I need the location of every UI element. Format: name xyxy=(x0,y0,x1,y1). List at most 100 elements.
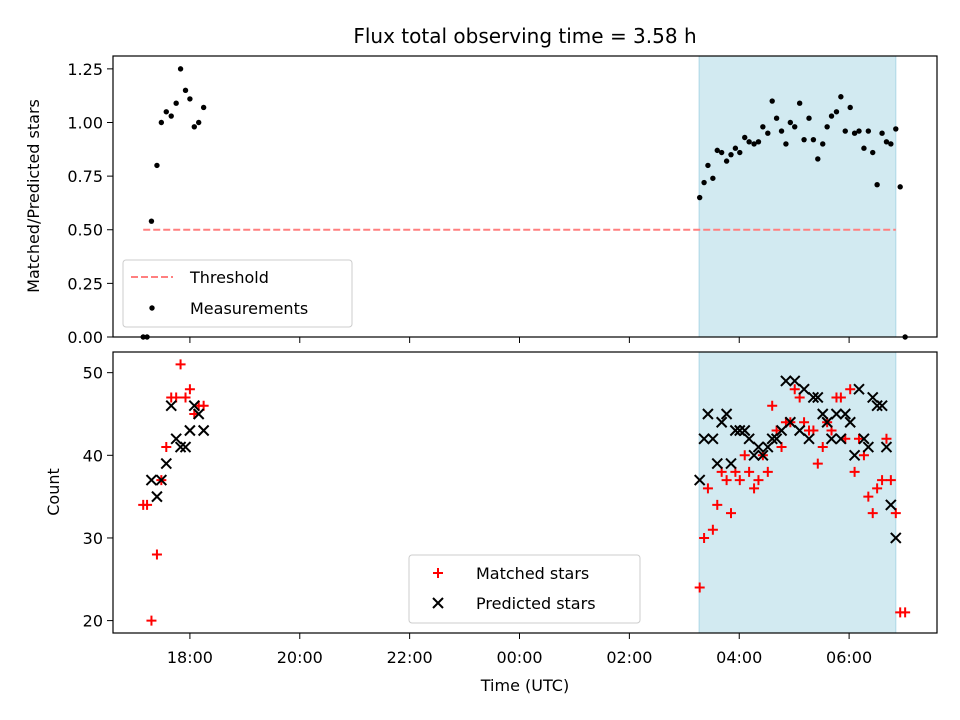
legend-count: Matched stars Predicted stars xyxy=(408,554,641,624)
matched-star-point xyxy=(853,433,864,444)
ratio-panel: 0.00 0.25 0.50 0.75 1.00 1.25 Threshold Measure… xyxy=(67,55,938,347)
measurement-point xyxy=(897,184,903,190)
predicted-star-point xyxy=(748,449,760,462)
predicted-star-point xyxy=(693,474,706,486)
predicted-star-point xyxy=(890,532,902,544)
measurement-point xyxy=(718,149,725,156)
measurement-point xyxy=(865,128,872,134)
predicted-star-point xyxy=(789,375,801,387)
predicted-star-point xyxy=(155,474,168,486)
measurement-point xyxy=(806,115,812,121)
predicted-star-point xyxy=(784,416,797,428)
predicted-star-point xyxy=(780,375,792,387)
measurement-point xyxy=(870,149,876,156)
predicted-star-point xyxy=(885,499,897,511)
predicted-star-point xyxy=(739,424,751,437)
shaded-window xyxy=(698,55,897,338)
matched-star-point xyxy=(734,475,745,486)
measurement-point xyxy=(723,158,730,164)
measurement-point xyxy=(154,162,160,169)
measurement-point xyxy=(787,119,794,126)
measurement-point xyxy=(828,113,835,119)
measurement-point xyxy=(856,128,862,134)
legend-predicted-label: Predicted stars xyxy=(476,594,596,613)
matched-star-point xyxy=(142,499,153,510)
measurement-point xyxy=(177,66,184,72)
y-tick-label: 0.00 xyxy=(67,328,103,347)
matched-star-point xyxy=(175,359,186,370)
matched-star-point xyxy=(767,400,778,411)
matched-star-point xyxy=(146,615,157,626)
predicted-star-point xyxy=(711,457,723,470)
legend-matched-swatch xyxy=(433,568,443,578)
matched-star-point xyxy=(817,442,828,453)
legend-box xyxy=(122,259,353,328)
matched-star-point xyxy=(872,483,883,494)
plot-frame xyxy=(112,55,938,338)
measurement-point xyxy=(168,113,174,119)
predicted-star-point xyxy=(770,433,783,445)
predicted-star-point xyxy=(830,408,843,420)
matched-star-point xyxy=(161,442,172,453)
measurement-point xyxy=(710,175,716,181)
measurement-point xyxy=(746,139,752,145)
predicted-star-point xyxy=(775,424,788,437)
predicted-star-point xyxy=(752,441,765,453)
measurement-point xyxy=(792,124,798,130)
y-tick-label: 40 xyxy=(83,446,103,465)
predicted-star-point xyxy=(871,400,883,412)
chart-title: Flux total observing time = 3.58 h xyxy=(353,24,696,48)
y-tick-label: 1.25 xyxy=(67,60,103,79)
measurement-point xyxy=(769,98,775,104)
matched-star-point xyxy=(151,549,162,560)
x-tick-label: 20:00 xyxy=(277,648,323,667)
measurement-point xyxy=(755,139,762,145)
y-tick-label: 20 xyxy=(83,612,103,631)
x-tick-label: 00:00 xyxy=(496,648,542,667)
legend-ratio: Threshold Measurements xyxy=(122,259,353,328)
x-tick-label: 06:00 xyxy=(826,648,872,667)
predicted-star-point xyxy=(862,441,875,453)
matched-star-point xyxy=(726,508,736,519)
measurement-point xyxy=(714,147,720,154)
matched-star-point xyxy=(881,433,892,444)
measurement-point xyxy=(173,100,179,106)
matched-star-point xyxy=(694,582,705,593)
measurement-point xyxy=(838,94,844,100)
measurement-point xyxy=(810,136,817,143)
measurement-point xyxy=(778,128,785,134)
shaded-window xyxy=(698,351,897,634)
y-axis-label-count: Count xyxy=(44,468,63,516)
predicted-star-point xyxy=(707,433,719,445)
measurement-point xyxy=(187,96,193,102)
matched-star-point xyxy=(789,384,800,395)
predicted-star-point xyxy=(151,490,163,503)
legend-measurement-swatch xyxy=(149,305,155,311)
measurement-point xyxy=(851,130,858,136)
matched-star-point xyxy=(699,532,710,543)
measurement-point xyxy=(833,109,840,115)
predicted-star-point xyxy=(803,433,815,445)
measurement-point xyxy=(874,182,880,188)
predicted-star-point xyxy=(188,400,201,412)
measurement-point xyxy=(728,151,734,158)
matched-star-point xyxy=(739,450,750,461)
measurement-point xyxy=(796,100,803,106)
predicted-star-point xyxy=(825,433,838,445)
predicted-star-point xyxy=(174,441,187,453)
measurement-point xyxy=(815,156,821,162)
predicted-star-point xyxy=(848,449,861,462)
measurement-point xyxy=(200,104,207,111)
measurement-point xyxy=(824,124,830,130)
predicted-star-point xyxy=(793,424,806,437)
predicted-star-point xyxy=(835,433,847,445)
matched-star-point xyxy=(721,475,732,486)
predicted-star-point xyxy=(170,433,182,445)
predicted-star-point xyxy=(858,433,870,445)
predicted-star-point xyxy=(720,408,733,420)
predicted-star-point xyxy=(702,408,714,420)
measurement-point xyxy=(148,218,155,224)
legend-measurement-label: Measurements xyxy=(190,299,308,318)
measurement-point xyxy=(751,141,757,147)
